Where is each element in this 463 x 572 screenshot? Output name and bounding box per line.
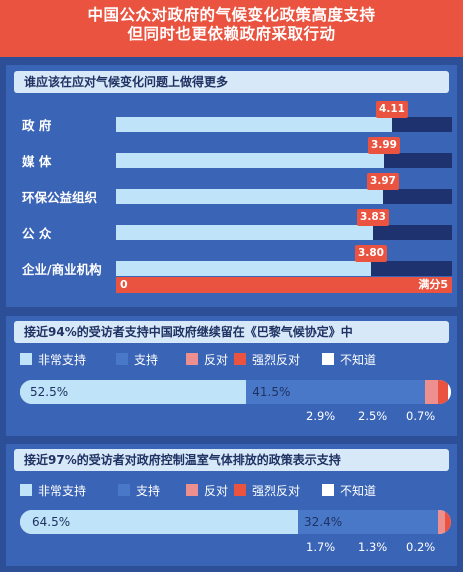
legend-label: 强烈反对 <box>252 484 301 498</box>
segment-small-label: 1.7% <box>306 540 336 554</box>
legend-label: 支持 <box>134 353 159 367</box>
bar-track <box>116 261 452 276</box>
legend-item: 反对 <box>186 351 228 369</box>
legend-item: 强烈反对 <box>234 351 300 369</box>
segment-small-label: 2.9% <box>306 409 336 423</box>
stack-segment <box>297 510 438 534</box>
bar-track <box>116 225 452 240</box>
bar-value-label: 3.97 <box>367 173 399 190</box>
legend-label: 非常支持 <box>38 484 87 498</box>
header-banner: 中国公众对政府的气候变化政策高度支持 但同时也更依赖政府采取行动 <box>0 0 463 57</box>
header-title-line1: 中国公众对政府的气候变化政策高度支持 <box>87 6 376 24</box>
legend-label: 不知道 <box>340 353 377 367</box>
legend-swatch <box>20 353 32 365</box>
bar-category-label: 政 府 <box>22 118 52 133</box>
stack-segment <box>20 380 247 404</box>
legend-swatch <box>234 353 246 365</box>
bar-value-label: 3.99 <box>368 137 400 154</box>
segment-value-label: 32.4% <box>303 515 343 529</box>
emission-panel: 接近97%的受访者对政府控制温室气体排放的政策表示支持 非常支持 支持 反对 强烈反对… <box>6 444 457 566</box>
legend-item: 反对 <box>186 482 228 500</box>
bar-mark <box>116 153 384 168</box>
legend-swatch <box>20 484 32 496</box>
legend-item: 不知道 <box>322 351 376 369</box>
paris-stacked-bar: 52.5% 41.5% <box>20 380 451 404</box>
bar-category-label: 媒 体 <box>22 154 52 169</box>
legend-swatch <box>234 484 246 496</box>
emission-legend: 非常支持 支持 反对 强烈反对 不知道 <box>20 482 443 500</box>
bar-chart-title: 谁应该在应对气候变化问题上做得更多 <box>14 71 449 93</box>
emission-chart-title: 接近97%的受访者对政府控制温室气体排放的政策表示支持 <box>14 449 449 471</box>
stack-segment <box>246 380 426 404</box>
paris-chart-title: 接近94%的受访者支持中国政府继续留在《巴黎气候协定》中 <box>14 321 449 343</box>
legend-label: 反对 <box>204 484 229 498</box>
legend-swatch <box>118 484 130 496</box>
legend-label: 反对 <box>204 353 229 367</box>
bar-category-label: 环保公益组织 <box>22 190 98 205</box>
legend-label: 非常支持 <box>38 353 87 367</box>
stack-segment <box>448 380 451 404</box>
segment-small-label: 0.2% <box>406 540 436 554</box>
bar-track <box>116 117 452 132</box>
bar-track <box>116 189 452 204</box>
emission-stacked-bar: 64.5% 32.4% <box>20 510 451 534</box>
legend-swatch <box>322 484 334 496</box>
x-axis-min-label: 0 <box>120 278 128 291</box>
segment-value-label: 52.5% <box>30 385 69 399</box>
header-title-line2: 但同时也更依赖政府采取行动 <box>127 25 336 43</box>
bar-value-label: 3.83 <box>357 209 389 226</box>
legend-item: 强烈反对 <box>234 482 300 500</box>
legend-item: 非常支持 <box>20 351 86 369</box>
segment-value-label: 64.5% <box>32 515 71 529</box>
stack-segment <box>425 380 438 404</box>
legend-swatch <box>186 353 198 365</box>
bar-category-label: 企业/商业机构 <box>22 262 102 277</box>
legend-label: 强烈反对 <box>252 353 301 367</box>
legend-swatch <box>186 484 198 496</box>
segment-small-label: 1.3% <box>358 540 388 554</box>
segment-small-label: 2.5% <box>358 409 388 423</box>
legend-label: 不知道 <box>340 484 377 498</box>
legend-swatch <box>116 353 128 365</box>
legend-item: 不知道 <box>322 482 376 500</box>
stack-segment <box>444 510 451 534</box>
stack-segment <box>20 510 298 534</box>
bar-mark <box>116 189 383 204</box>
segment-value-label: 41.5% <box>252 385 291 399</box>
bar-mark <box>116 225 373 240</box>
bar-value-label: 4.11 <box>376 101 408 118</box>
bar-track <box>116 153 452 168</box>
legend-label: 支持 <box>136 484 161 498</box>
bar-value-label: 3.80 <box>355 245 387 262</box>
segment-small-label: 0.7% <box>406 409 436 423</box>
bar-panel: 谁应该在应对气候变化问题上做得更多 政 府 4.11 媒 体 3.99 环保公益组织 3.… <box>6 65 457 307</box>
x-axis-max-label: 满分5 <box>418 278 448 291</box>
legend-item: 支持 <box>116 351 158 369</box>
legend-item: 非常支持 <box>20 482 86 500</box>
paris-legend: 非常支持 支持 反对 强烈反对 不知道 <box>20 351 443 369</box>
legend-item: 支持 <box>118 482 160 500</box>
legend-swatch <box>322 353 334 365</box>
x-axis-bar: 0 满分5 <box>116 277 452 293</box>
stack-segment <box>437 380 449 404</box>
bar-mark <box>116 261 371 276</box>
bar-category-label: 公 众 <box>22 226 52 241</box>
paris-panel: 接近94%的受访者支持中国政府继续留在《巴黎气候协定》中 非常支持 支持 反对 强烈反… <box>6 316 457 436</box>
bar-mark <box>116 117 392 132</box>
stack-segment <box>437 510 445 534</box>
